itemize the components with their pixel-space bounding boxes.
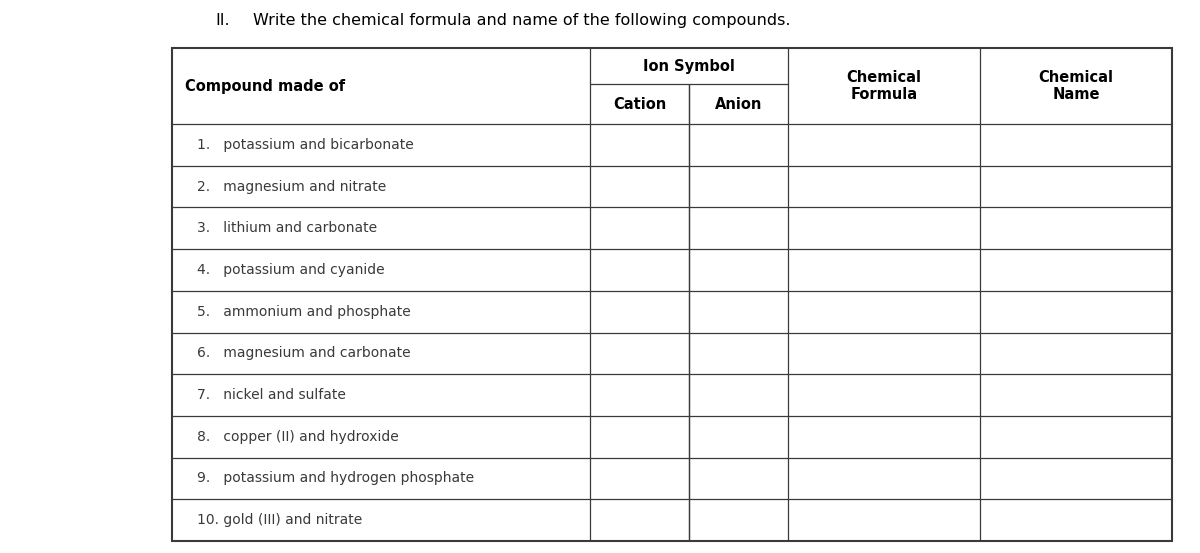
Text: II.: II.: [215, 13, 229, 28]
Text: Cation: Cation: [613, 97, 666, 112]
Text: Write the chemical formula and name of the following compounds.: Write the chemical formula and name of t…: [253, 13, 791, 28]
Bar: [172, 48, 1172, 541]
Text: 10. gold (III) and nitrate: 10. gold (III) and nitrate: [197, 513, 362, 527]
Text: Compound made of: Compound made of: [185, 79, 346, 93]
Text: 8.   copper (II) and hydroxide: 8. copper (II) and hydroxide: [197, 430, 398, 444]
Text: Chemical
Name: Chemical Name: [1038, 70, 1114, 102]
Text: Ion Symbol: Ion Symbol: [643, 59, 734, 74]
Text: 2.   magnesium and nitrate: 2. magnesium and nitrate: [197, 180, 386, 194]
Text: 3.   lithium and carbonate: 3. lithium and carbonate: [197, 221, 377, 235]
Text: 6.   magnesium and carbonate: 6. magnesium and carbonate: [197, 346, 410, 361]
Text: 9.   potassium and hydrogen phosphate: 9. potassium and hydrogen phosphate: [197, 472, 474, 486]
Text: 5.   ammonium and phosphate: 5. ammonium and phosphate: [197, 305, 410, 319]
Text: Anion: Anion: [715, 97, 762, 112]
Text: 7.   nickel and sulfate: 7. nickel and sulfate: [197, 388, 346, 402]
Text: 4.   potassium and cyanide: 4. potassium and cyanide: [197, 263, 385, 277]
Text: 1.   potassium and bicarbonate: 1. potassium and bicarbonate: [197, 138, 414, 152]
Text: Chemical
Formula: Chemical Formula: [846, 70, 922, 102]
